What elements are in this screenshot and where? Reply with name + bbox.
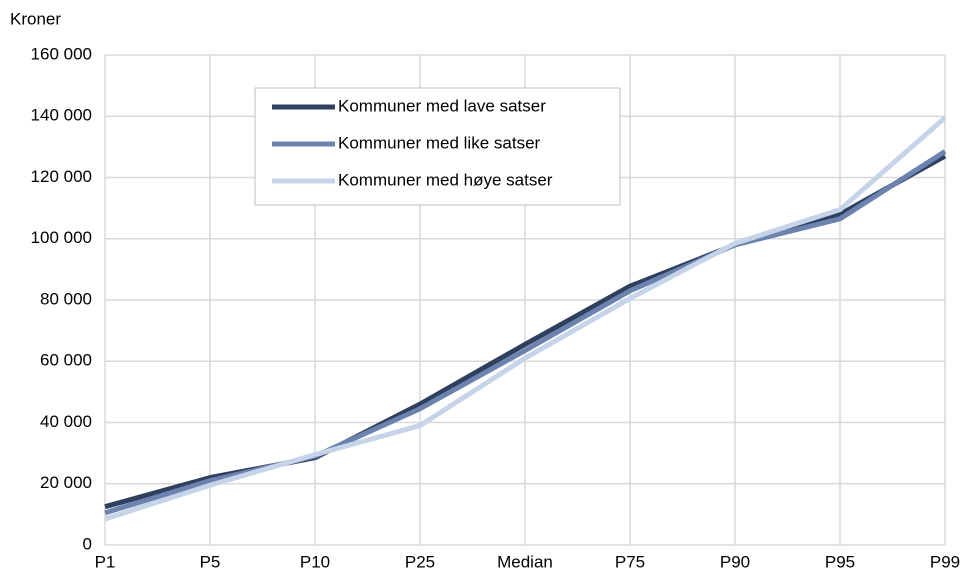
legend-label: Kommuner med lave satser <box>338 96 546 115</box>
x-tick-label: P75 <box>615 552 645 571</box>
x-tick-label: Median <box>497 552 553 571</box>
legend-label: Kommuner med høye satser <box>338 170 553 189</box>
y-tick-label: 120 000 <box>31 167 92 186</box>
y-tick-label: 60 000 <box>40 351 92 370</box>
x-tick-label: P90 <box>720 552 750 571</box>
series-line <box>104 115 947 522</box>
x-tick-label: P10 <box>300 552 330 571</box>
x-tick-label: P95 <box>825 552 855 571</box>
y-axis-label: Kroner <box>10 9 61 28</box>
x-tick-label: P25 <box>405 552 435 571</box>
x-tick-label: P1 <box>95 552 116 571</box>
y-tick-label: 0 <box>83 534 92 553</box>
y-tick-label: 160 000 <box>31 44 92 63</box>
legend-label: Kommuner med like satser <box>338 133 541 152</box>
y-tick-label: 80 000 <box>40 289 92 308</box>
y-tick-label: 40 000 <box>40 412 92 431</box>
y-tick-label: 140 000 <box>31 106 92 125</box>
y-tick-label: 100 000 <box>31 228 92 247</box>
x-tick-label: P99 <box>930 552 960 571</box>
x-tick-label: P5 <box>200 552 221 571</box>
legend: Kommuner med lave satser Kommuner med lik… <box>254 87 621 206</box>
y-tick-label: 20 000 <box>40 473 92 492</box>
